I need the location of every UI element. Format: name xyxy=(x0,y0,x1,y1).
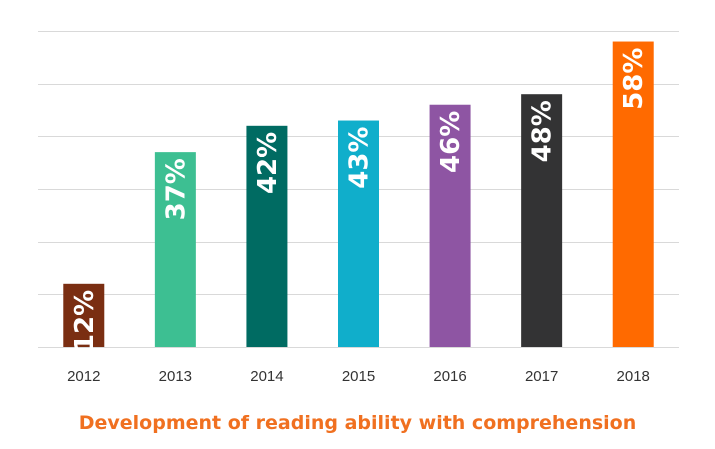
bar-2015 xyxy=(338,120,379,348)
bar-2017 xyxy=(521,94,563,347)
bar-value-label: 37% xyxy=(161,158,191,220)
bar-2016 xyxy=(429,104,471,347)
x-tick-label: 2017 xyxy=(525,368,558,385)
x-tick-label: 2016 xyxy=(433,368,466,385)
x-tick-label: 2013 xyxy=(159,368,192,385)
x-tick-label: 2012 xyxy=(67,368,100,385)
bar-2018 xyxy=(612,41,654,348)
bar-value-label: 46% xyxy=(436,111,466,173)
x-tick-label: 2015 xyxy=(342,368,375,385)
bar-value-label: 58% xyxy=(619,48,649,110)
bar-2014 xyxy=(246,125,288,347)
bars: 12% 37% 42% 43% 46% 48% 58% xyxy=(63,41,654,352)
bar-value-label: 43% xyxy=(345,127,375,189)
bar-value-label: 42% xyxy=(253,132,283,194)
bar-value-label: 12% xyxy=(70,290,100,352)
bar-2013 xyxy=(154,152,196,347)
bar-value-label: 48% xyxy=(528,100,558,162)
bar-2012 xyxy=(63,283,105,347)
x-tick-label: 2014 xyxy=(250,368,283,385)
x-tick-label: 2018 xyxy=(617,368,650,385)
x-axis-ticks: 2012 2013 2014 2015 2016 2017 2018 xyxy=(67,368,650,385)
chart-title: Development of reading ability with comp… xyxy=(78,412,637,434)
